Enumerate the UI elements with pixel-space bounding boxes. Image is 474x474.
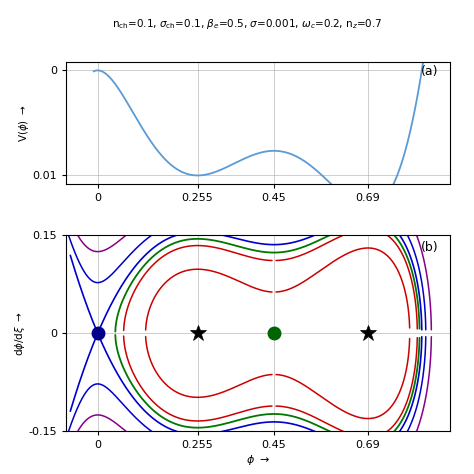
Text: (a): (a) <box>421 65 439 78</box>
Y-axis label: d$\phi$/d$\xi$ $\rightarrow$: d$\phi$/d$\xi$ $\rightarrow$ <box>13 311 27 356</box>
Text: (b): (b) <box>421 241 439 254</box>
Text: n$_{\mathrm{ch}}$=0.1, $\sigma_{\mathrm{ch}}$=0.1, $\beta_e$=0.5, $\sigma$=0.001: n$_{\mathrm{ch}}$=0.1, $\sigma_{\mathrm{… <box>111 17 382 31</box>
Y-axis label: V($\phi$) $\rightarrow$: V($\phi$) $\rightarrow$ <box>18 104 31 142</box>
X-axis label: $\phi$ $\rightarrow$: $\phi$ $\rightarrow$ <box>246 453 270 467</box>
